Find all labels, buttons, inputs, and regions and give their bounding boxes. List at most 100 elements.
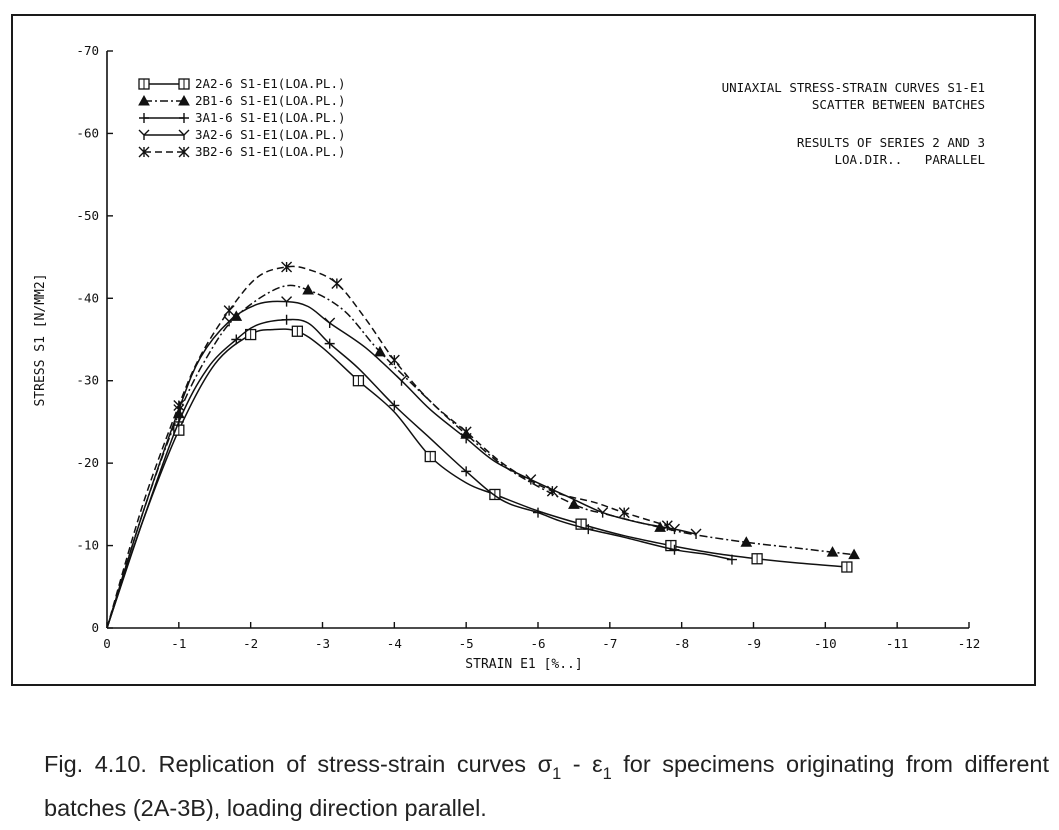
x-tick-label: 0 bbox=[103, 636, 111, 651]
series-2-marker bbox=[374, 345, 386, 357]
legend-marker-right-4 bbox=[178, 129, 190, 140]
legend-marker-right-5 bbox=[178, 146, 190, 158]
x-tick-label: -9 bbox=[746, 636, 761, 651]
sigma-symbol: σ bbox=[537, 751, 553, 777]
legend-marker-left-4 bbox=[138, 129, 150, 140]
series-5-marker bbox=[661, 520, 673, 532]
y-tick-label: -60 bbox=[76, 125, 99, 140]
series-4 bbox=[106, 296, 702, 629]
series-2-marker bbox=[848, 548, 860, 560]
series-2-marker bbox=[568, 498, 580, 509]
chart-axes: 0 -1 -2 -3 -4 -5 -6 -7 -8 -9 -10 -11 -12 0 -10 -20 -30 -4… bbox=[76, 43, 980, 651]
legend-label-5: 3B2-6 S1-E1(LOA.PL.) bbox=[195, 144, 346, 159]
series-4-marker bbox=[324, 317, 336, 329]
series-2-marker bbox=[826, 546, 839, 557]
series-3-marker bbox=[669, 544, 680, 555]
series-2-marker bbox=[740, 536, 753, 547]
series-4-marker bbox=[223, 315, 235, 327]
series-4-marker bbox=[281, 296, 293, 307]
x-tick-label: -8 bbox=[674, 636, 689, 651]
legend-marker-right-3 bbox=[179, 113, 189, 123]
stress-strain-chart: 0 -1 -2 -3 -4 -5 -6 -7 -8 -9 -10 -11 -12 0 -10 -20 -30 -4… bbox=[33, 43, 985, 672]
x-tick-label: -10 bbox=[814, 636, 837, 651]
series-3-marker bbox=[461, 466, 472, 477]
chart-curves bbox=[106, 261, 860, 629]
x-tick-label: -1 bbox=[171, 636, 186, 651]
series-3-marker bbox=[533, 507, 543, 518]
legend-label-2: 2B1-6 S1-E1(LOA.PL.) bbox=[195, 93, 346, 108]
series-4-marker bbox=[597, 507, 609, 518]
series-1-line bbox=[106, 328, 847, 629]
chart-title-line-1: UNIAXIAL STRESS-STRAIN CURVES S1-E1 bbox=[722, 80, 985, 95]
figure-frame bbox=[11, 14, 1036, 686]
y-tick-label: -50 bbox=[76, 208, 99, 223]
series-2-marker bbox=[302, 284, 314, 295]
x-tick-label: -2 bbox=[243, 636, 258, 651]
series-5-marker bbox=[388, 354, 400, 366]
caption-text-end: for specimens originating from different… bbox=[44, 751, 1049, 821]
y-tick-label: -20 bbox=[76, 455, 99, 470]
x-tick-label: -11 bbox=[886, 636, 909, 651]
x-tick-label: -6 bbox=[530, 636, 545, 651]
series-5-marker bbox=[281, 261, 293, 273]
epsilon-subscript: 1 bbox=[602, 765, 612, 784]
series-5-marker bbox=[223, 305, 235, 317]
series-3-marker bbox=[173, 416, 184, 427]
legend-marker-left-3 bbox=[139, 113, 149, 123]
chart-titles: UNIAXIAL STRESS-STRAIN CURVES S1-E1 SCAT… bbox=[722, 80, 985, 167]
sigma-subscript: 1 bbox=[552, 765, 562, 784]
series-4-marker bbox=[396, 375, 408, 386]
caption-dash: - bbox=[561, 751, 593, 777]
series-2-line bbox=[106, 284, 855, 629]
y-tick-label: -70 bbox=[76, 43, 99, 58]
figure-caption: Fig. 4.10. Replication of stress-strain … bbox=[44, 744, 1049, 829]
series-3-marker bbox=[583, 524, 594, 535]
legend-label-4: 3A2-6 S1-E1(LOA.PL.) bbox=[195, 127, 346, 142]
y-axis-label: STRESS S1 [N/MM2] bbox=[33, 273, 48, 406]
legend-entry-4: 3A2-6 S1-E1(LOA.PL.) bbox=[138, 127, 346, 142]
series-4-marker bbox=[668, 523, 680, 535]
y-tick-label: 0 bbox=[91, 620, 99, 635]
chart-subtitle-line-1: RESULTS OF SERIES 2 AND 3 bbox=[797, 135, 985, 150]
series-3-marker bbox=[281, 314, 292, 325]
caption-text-start: Fig. 4.10. Replication of stress-strain … bbox=[44, 751, 538, 777]
legend-label-3: 3A1-6 S1-E1(LOA.PL.) bbox=[195, 110, 346, 125]
series-3-marker bbox=[231, 334, 242, 345]
x-tick-label: -12 bbox=[958, 636, 981, 651]
legend-marker-left-5 bbox=[138, 146, 150, 158]
epsilon-symbol: ε bbox=[592, 751, 603, 777]
legend-entry-5: 3B2-6 S1-E1(LOA.PL.) bbox=[138, 144, 346, 159]
x-tick-label: -7 bbox=[602, 636, 617, 651]
series-3 bbox=[106, 314, 737, 629]
chart-subtitle-line-2: LOA.DIR.. PARALLEL bbox=[834, 152, 985, 167]
series-3-marker bbox=[726, 554, 737, 565]
series-3-line bbox=[106, 318, 733, 629]
series-1 bbox=[106, 325, 853, 629]
legend-entry-3: 3A1-6 S1-E1(LOA.PL.) bbox=[139, 110, 346, 125]
series-5-marker bbox=[460, 426, 472, 438]
series-3-marker bbox=[389, 400, 400, 411]
series-2 bbox=[106, 284, 860, 629]
legend-entry-2: 2B1-6 S1-E1(LOA.PL.) bbox=[138, 93, 346, 108]
legend-entry-1: 2A2-6 S1-E1(LOA.PL.) bbox=[138, 76, 346, 91]
legend-label-1: 2A2-6 S1-E1(LOA.PL.) bbox=[195, 76, 346, 91]
series-5-marker bbox=[618, 507, 630, 519]
legend-marker-left-2 bbox=[138, 94, 150, 106]
series-3-marker bbox=[324, 338, 335, 349]
series-5-line bbox=[106, 265, 668, 629]
y-tick-label: -40 bbox=[76, 290, 99, 305]
series-5-marker bbox=[173, 399, 185, 411]
x-tick-label: -4 bbox=[387, 636, 402, 651]
series-5-marker bbox=[331, 277, 343, 289]
chart-title-line-2: SCATTER BETWEEN BATCHES bbox=[812, 97, 985, 112]
x-axis-label: STRAIN E1 [%..] bbox=[465, 657, 582, 672]
series-4-marker bbox=[690, 528, 702, 540]
series-5-marker bbox=[546, 485, 558, 497]
chart-legend: 2A2-6 S1-E1(LOA.PL.) 2B1-6 S1-E1(LOA.PL.)… bbox=[138, 76, 346, 159]
x-tick-label: -5 bbox=[459, 636, 474, 651]
y-tick-label: -30 bbox=[76, 373, 99, 388]
series-5 bbox=[106, 261, 673, 629]
y-tick-label: -10 bbox=[76, 538, 99, 553]
series-4-line bbox=[106, 300, 697, 629]
legend-marker-right-2 bbox=[178, 94, 190, 106]
